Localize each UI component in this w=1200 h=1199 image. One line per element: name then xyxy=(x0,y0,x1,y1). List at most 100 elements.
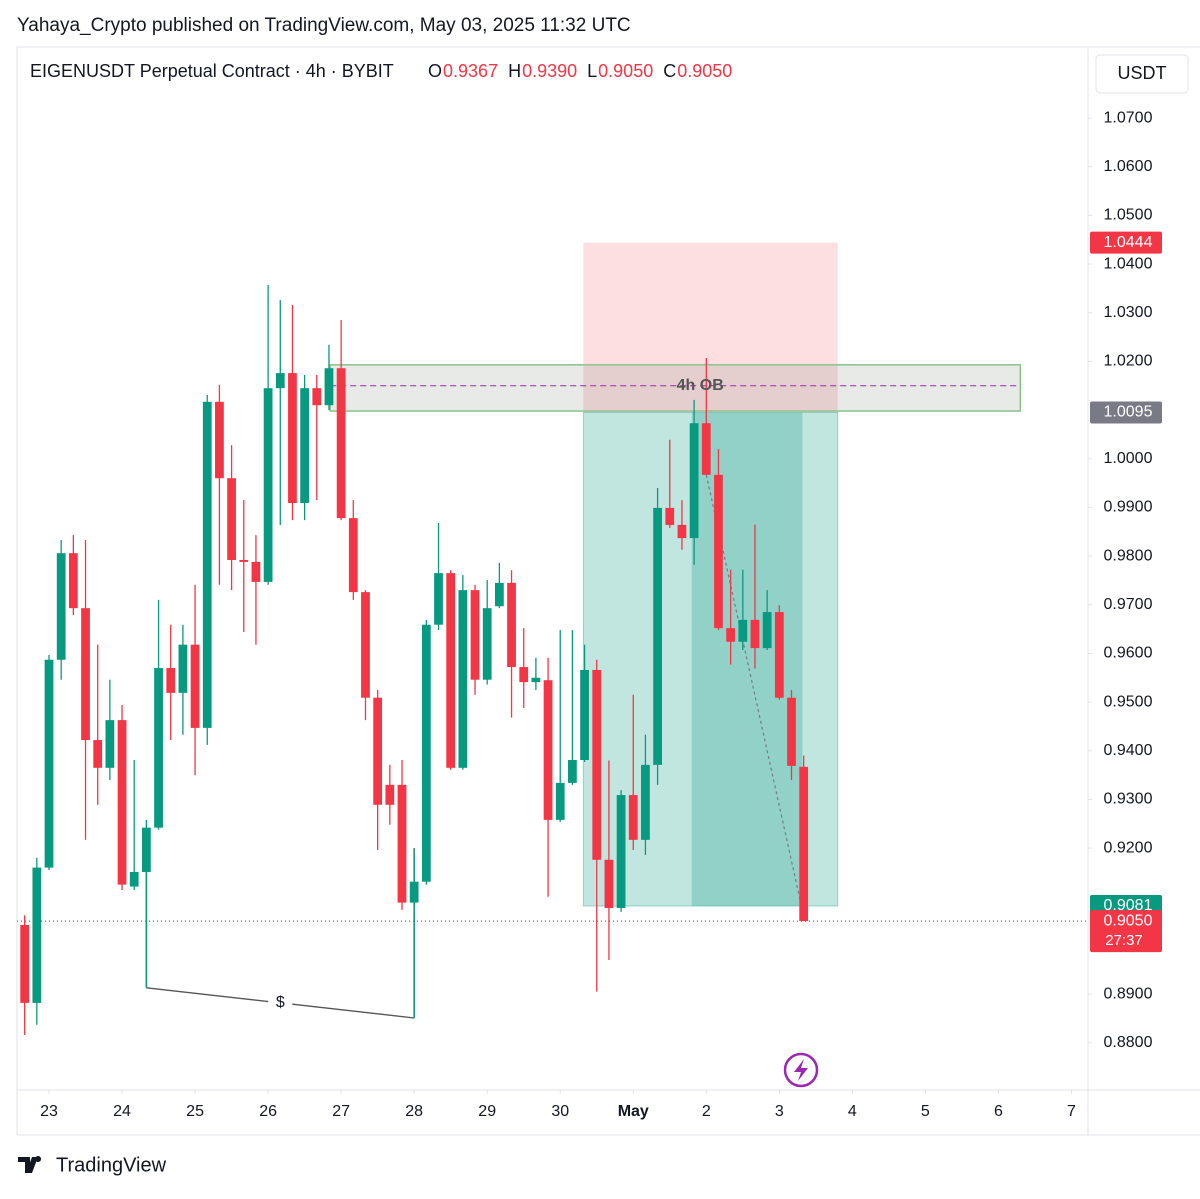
candle-body xyxy=(300,388,310,504)
candle-body xyxy=(178,644,188,693)
y-tick-label: 1.0500 xyxy=(1104,207,1153,224)
candle-body xyxy=(580,669,589,761)
candle-body xyxy=(275,373,285,389)
x-tick-label: 7 xyxy=(1067,1103,1076,1120)
y-tick-label: 1.0300 xyxy=(1104,304,1153,321)
liquidity-label: $ xyxy=(276,994,285,1011)
candle-body xyxy=(129,871,139,887)
candle-body xyxy=(592,669,602,860)
candle-body xyxy=(385,784,395,805)
y-tick-label: 0.9900 xyxy=(1104,499,1153,516)
ohlc-key: L xyxy=(587,61,597,81)
candle-body xyxy=(604,859,614,908)
logo-mark xyxy=(18,1156,42,1173)
candle-body xyxy=(20,925,30,1003)
x-tick-label: 26 xyxy=(259,1103,277,1120)
order-block xyxy=(329,364,1022,412)
candle-body xyxy=(166,668,176,693)
candle-body xyxy=(324,368,334,406)
candle-body xyxy=(446,573,456,768)
y-tick-label: 0.9400 xyxy=(1104,742,1153,759)
x-tick-label: 5 xyxy=(921,1103,930,1120)
ohlc-value: 0.9050 xyxy=(677,61,732,81)
price-tag-label: 0.9081 xyxy=(1104,897,1153,914)
x-tick-label: 28 xyxy=(405,1103,423,1120)
price-tag xyxy=(1090,231,1162,254)
symbol-title: EIGENUSDT Perpetual Contract · 4h · BYBI… xyxy=(30,61,394,81)
ohlc-key: O xyxy=(428,61,442,81)
candle-body xyxy=(677,524,687,539)
currency-box[interactable] xyxy=(1095,54,1189,94)
y-tick-label: 0.9300 xyxy=(1104,791,1153,808)
x-tick-label: 29 xyxy=(478,1103,496,1120)
liquidity-line-b xyxy=(292,1003,415,1019)
candle-body xyxy=(774,612,784,698)
y-tick-label: 1.0700 xyxy=(1104,109,1153,126)
y-tick-label: 0.9700 xyxy=(1104,596,1153,613)
candle-body xyxy=(421,624,431,882)
liquidity-line-a xyxy=(146,987,269,1003)
y-tick-label: 0.9600 xyxy=(1104,645,1153,662)
candle-body xyxy=(555,782,565,820)
ohlc-key: C xyxy=(663,61,676,81)
candle-body xyxy=(227,478,236,560)
candle-body xyxy=(787,697,796,766)
x-tick-label: 2 xyxy=(702,1103,711,1120)
ohlc-legend: O 0.9367 H 0.9390 L 0.9050 C 0.9050 xyxy=(428,61,732,81)
logo-text: TradingView xyxy=(56,1154,167,1176)
x-tick-label: 3 xyxy=(775,1103,784,1120)
order-block-label: 4h OB xyxy=(677,377,724,394)
candle-body xyxy=(93,740,103,768)
y-tick-label: 0.9800 xyxy=(1104,547,1153,564)
candle-body xyxy=(215,401,224,479)
candle-body xyxy=(665,507,675,525)
x-tick-label: May xyxy=(618,1103,649,1120)
candle-body xyxy=(154,668,163,828)
candle-body xyxy=(641,764,650,840)
candle-body xyxy=(750,619,760,649)
x-tick-label: 25 xyxy=(186,1103,204,1120)
candle-body xyxy=(312,388,322,406)
candle-body xyxy=(519,667,529,683)
candle-body xyxy=(726,628,736,642)
candle-body xyxy=(348,518,358,593)
y-tick-label: 0.8800 xyxy=(1104,1034,1153,1051)
y-tick-label: 1.0000 xyxy=(1104,450,1153,467)
y-tick-label: 0.9500 xyxy=(1104,693,1153,710)
x-tick-label: 30 xyxy=(551,1103,569,1120)
price-tag xyxy=(1090,910,1162,953)
candle-body xyxy=(762,612,772,649)
price-tag xyxy=(1090,401,1162,424)
y-tick-label: 0.9200 xyxy=(1104,839,1153,856)
candle-body xyxy=(105,720,115,768)
ohlc-value: 0.9390 xyxy=(522,61,577,81)
candle-body xyxy=(336,368,346,519)
y-tick-label: 0.8900 xyxy=(1104,985,1153,1002)
candle-body xyxy=(701,423,711,475)
published-line: Yahaya_Crypto published on TradingView.c… xyxy=(17,15,631,36)
price-tag-label: 1.0095 xyxy=(1104,404,1153,421)
candle-body xyxy=(714,474,723,629)
candle-body xyxy=(470,590,480,680)
price-tag-label: 1.0444 xyxy=(1104,234,1153,251)
candle-body xyxy=(142,827,151,872)
candle-body xyxy=(202,401,212,728)
candle-body xyxy=(397,784,407,903)
candle-body xyxy=(653,507,662,765)
currency: USDT xyxy=(1118,63,1167,83)
y-tick-label: 1.0600 xyxy=(1104,158,1153,175)
candle-body xyxy=(616,795,626,908)
candle-body xyxy=(361,592,370,698)
candle-body xyxy=(568,760,577,783)
candle-body xyxy=(44,659,54,868)
x-tick-label: 23 xyxy=(40,1103,58,1120)
x-tick-label: 6 xyxy=(994,1103,1003,1120)
candle-body xyxy=(190,644,200,728)
candle-body xyxy=(628,795,638,840)
candle-body xyxy=(56,553,66,660)
x-tick-label: 27 xyxy=(332,1103,350,1120)
candle-body xyxy=(68,553,78,609)
candle-body xyxy=(239,559,249,562)
x-tick-label: 24 xyxy=(113,1103,131,1120)
